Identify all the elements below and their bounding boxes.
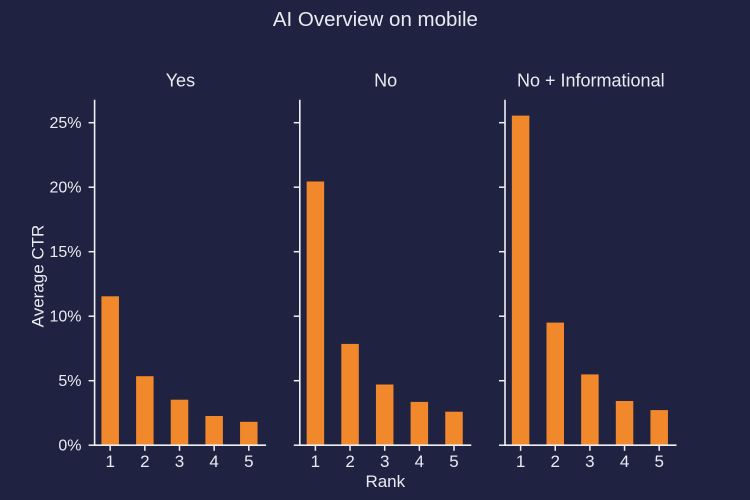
svg-text:4: 4 (620, 452, 629, 471)
svg-text:5%: 5% (58, 373, 81, 390)
svg-text:3: 3 (380, 452, 389, 471)
svg-text:AI Overview on mobile: AI Overview on mobile (273, 8, 478, 31)
svg-text:1: 1 (311, 452, 320, 471)
svg-text:No + Informational: No + Informational (517, 70, 665, 90)
svg-text:Rank: Rank (365, 472, 405, 491)
svg-text:No: No (374, 70, 397, 90)
svg-text:2: 2 (345, 452, 354, 471)
svg-text:5: 5 (449, 452, 458, 471)
svg-text:5: 5 (654, 452, 663, 471)
svg-text:1: 1 (105, 452, 114, 471)
svg-text:25%: 25% (49, 115, 81, 132)
svg-text:3: 3 (585, 452, 594, 471)
svg-text:15%: 15% (49, 244, 81, 261)
svg-text:20%: 20% (49, 180, 81, 197)
svg-text:1: 1 (516, 452, 525, 471)
svg-text:4: 4 (415, 452, 424, 471)
svg-text:10%: 10% (49, 309, 81, 326)
svg-text:4: 4 (209, 452, 218, 471)
svg-text:2: 2 (140, 452, 149, 471)
svg-text:0%: 0% (58, 438, 81, 455)
svg-text:2: 2 (551, 452, 560, 471)
svg-text:5: 5 (244, 452, 253, 471)
svg-text:3: 3 (175, 452, 184, 471)
svg-text:Average CTR: Average CTR (29, 225, 48, 328)
svg-text:Yes: Yes (166, 70, 195, 90)
